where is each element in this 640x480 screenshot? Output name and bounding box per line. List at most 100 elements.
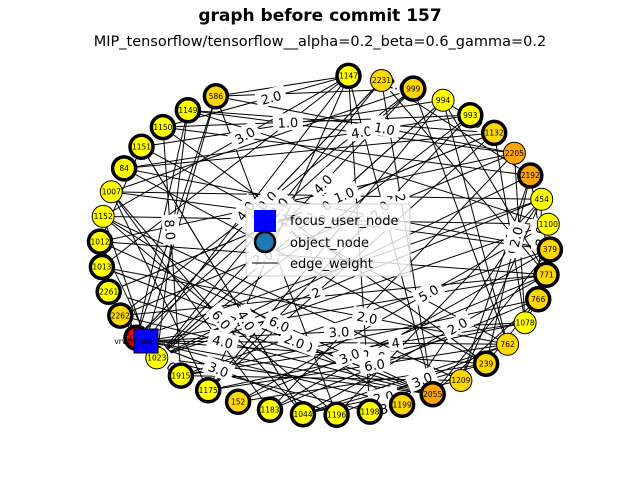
graph-node: 1183 xyxy=(256,396,284,424)
edge-label-text: 4 xyxy=(391,336,401,352)
edge-label-box xyxy=(205,302,239,337)
edge-line xyxy=(120,315,433,395)
graph-node: 2192 xyxy=(517,162,544,189)
edge-label-text: 2 xyxy=(391,193,407,204)
edge-line xyxy=(156,198,542,359)
graph-node: 1915 xyxy=(167,362,195,389)
edge-weight-label: 1.0 xyxy=(272,112,304,132)
graph-node: 1100 xyxy=(536,212,560,236)
legend-entry-edge: edge_weight xyxy=(290,257,373,272)
graph-node: 1209 xyxy=(449,369,473,392)
edge-line xyxy=(102,215,462,381)
node-label: 1152 xyxy=(94,212,113,221)
edge-weight-label: 6.0 xyxy=(358,353,391,375)
node-label: 1198 xyxy=(360,407,379,416)
graph-node: 762 xyxy=(496,332,520,356)
edge-label-text: 3.0 xyxy=(328,325,349,341)
node-label: 1100 xyxy=(539,220,558,229)
edge-line xyxy=(208,343,508,391)
edge-label-text: 3.0 xyxy=(206,360,231,381)
node-label: 2262 xyxy=(111,311,130,320)
graph-node: 84 xyxy=(110,155,138,182)
edge-line xyxy=(124,114,471,169)
edge-label-box xyxy=(254,84,288,109)
node-label: 1175 xyxy=(199,386,218,395)
edge-line xyxy=(485,175,531,364)
edge-label-box xyxy=(368,116,401,140)
graph-node: 1012 xyxy=(86,228,114,255)
node-circle xyxy=(472,350,500,377)
edge-label-text: 2.0 xyxy=(260,89,284,109)
node-circle xyxy=(128,133,155,160)
graph-node: 1147 xyxy=(335,62,362,90)
node-label: 379 xyxy=(543,245,558,254)
node-circle xyxy=(95,278,122,306)
graph-node: 2055 xyxy=(419,380,446,408)
edge-line xyxy=(124,132,495,169)
legend-box xyxy=(245,203,411,277)
graph-node: 766 xyxy=(524,286,552,313)
node-label: 993 xyxy=(463,111,478,120)
node-circle xyxy=(517,162,544,189)
node-label: 84 xyxy=(119,164,129,173)
focus-user-square xyxy=(133,328,159,354)
edge-label-text: 1.0 xyxy=(277,116,298,132)
node-label: 994 xyxy=(436,96,451,105)
legend: focus_user_node object_node edge_weight xyxy=(245,203,411,277)
graph-node: 2205 xyxy=(502,141,526,165)
edge-weight-label: 3.0 xyxy=(201,355,236,383)
edge-label-box xyxy=(306,281,326,303)
node-circle xyxy=(86,228,114,255)
edge-line xyxy=(269,249,551,411)
node-label: 1013 xyxy=(92,263,111,272)
edge-weight-label: 3.0 xyxy=(332,341,367,370)
edge-label-text: 2.0 xyxy=(282,332,307,353)
edge-label-box xyxy=(231,302,262,338)
node-label: 1078 xyxy=(516,318,535,327)
edge-label-box xyxy=(326,180,361,208)
node-circle xyxy=(388,391,416,418)
edge-label-box xyxy=(305,166,339,201)
edge-label-text: 3.0 xyxy=(337,347,362,369)
node-circle xyxy=(91,204,115,228)
graph-node: 1151 xyxy=(128,133,155,160)
edge-line xyxy=(485,298,539,365)
node-label: 1007 xyxy=(102,188,121,197)
edge-line xyxy=(238,363,487,403)
node-circle xyxy=(419,380,446,408)
node-label: 454 xyxy=(535,195,550,204)
node-label: 1151 xyxy=(132,142,151,151)
edge-label-box xyxy=(206,329,240,353)
edge-weight-label: 1.0 xyxy=(326,180,361,208)
node-circle xyxy=(524,286,552,313)
node-circle xyxy=(431,88,455,112)
edge-line xyxy=(101,75,349,268)
legend-focus-swatch xyxy=(254,210,276,232)
edge-line xyxy=(442,100,509,345)
node-circle xyxy=(480,119,508,147)
graph-node: 239 xyxy=(472,350,500,377)
edge-line xyxy=(110,191,304,415)
edge-line xyxy=(108,291,433,395)
node-label: 1199 xyxy=(393,400,412,409)
edge-weight-label: 4.0 xyxy=(206,329,240,353)
edge-label-box xyxy=(350,305,384,329)
node-label: 1132 xyxy=(485,129,504,138)
focus-user-label: vrv@google.com xyxy=(114,337,177,346)
graph-node: 2262 xyxy=(107,302,134,329)
graph-node: 2231 xyxy=(370,69,393,92)
node-circle xyxy=(496,332,520,356)
graph-node: 586 xyxy=(202,83,230,110)
graph-node: 379 xyxy=(536,236,564,263)
edge-label-box xyxy=(503,220,528,254)
edge-label-box xyxy=(345,120,378,143)
graph-node: 2261 xyxy=(95,278,122,306)
graph-node: 454 xyxy=(530,187,554,211)
legend-entry-object: object_node xyxy=(290,236,369,251)
graph-node: 1132 xyxy=(480,119,508,147)
node-label: 2205 xyxy=(505,149,524,158)
edge-label-text: 2.0 xyxy=(355,310,378,329)
edge-label-box xyxy=(262,309,297,338)
edge-label-text: 4.0 xyxy=(211,333,235,353)
node-circle xyxy=(88,253,116,281)
